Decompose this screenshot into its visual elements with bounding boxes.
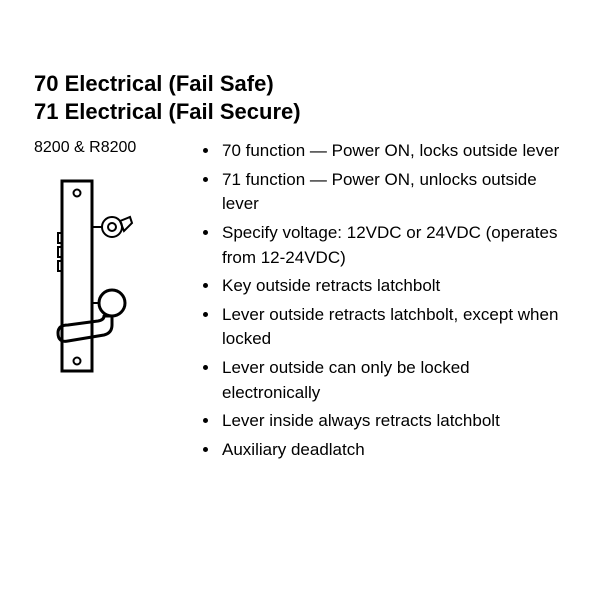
left-column: 8200 & R8200 <box>34 139 198 378</box>
page-title: 70 Electrical (Fail Safe) 71 Electrical … <box>34 70 570 125</box>
right-column: 70 function — Power ON, locks outside le… <box>198 139 570 467</box>
list-item: Lever outside can only be locked electro… <box>220 356 570 405</box>
title-line-2: 71 Electrical (Fail Secure) <box>34 98 570 126</box>
feature-list: 70 function — Power ON, locks outside le… <box>198 139 570 463</box>
key-cylinder-icon <box>92 217 132 237</box>
content-row: 8200 & R8200 <box>34 139 570 467</box>
list-item: Specify voltage: 12VDC or 24VDC (operate… <box>220 221 570 270</box>
list-item: 71 function — Power ON, unlocks outside … <box>220 168 570 217</box>
list-item: Lever outside retracts latchbolt, except… <box>220 303 570 352</box>
list-item: Lever inside always retracts latchbolt <box>220 409 570 434</box>
list-item: Auxiliary deadlatch <box>220 438 570 463</box>
list-item: 70 function — Power ON, locks outside le… <box>220 139 570 164</box>
lock-diagram-svg <box>40 173 170 373</box>
lock-diagram <box>40 173 198 378</box>
title-line-1: 70 Electrical (Fail Safe) <box>34 70 570 98</box>
product-spec-page: 70 Electrical (Fail Safe) 71 Electrical … <box>0 0 600 600</box>
model-number: 8200 & R8200 <box>34 139 198 157</box>
list-item: Key outside retracts latchbolt <box>220 274 570 299</box>
